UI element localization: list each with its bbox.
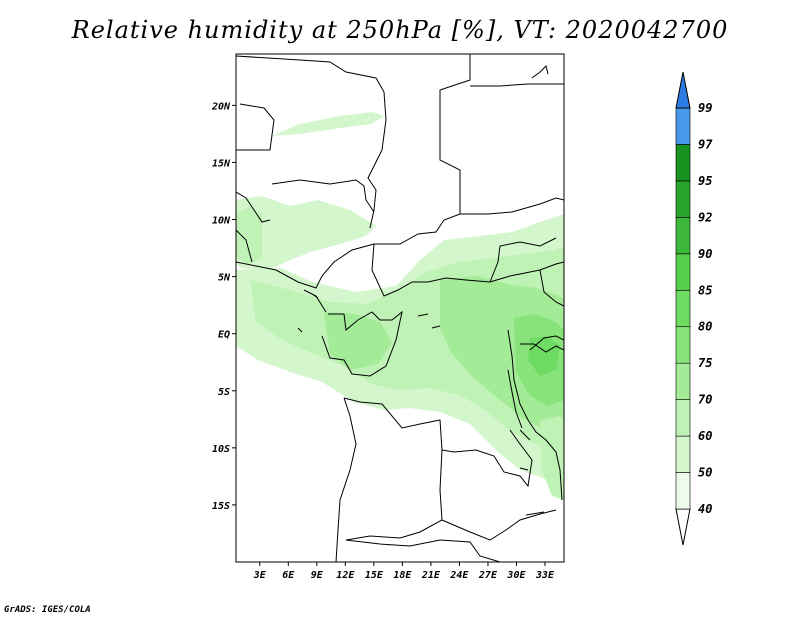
border-lines-lakes-small bbox=[417, 313, 545, 516]
colorbar-label: 80 bbox=[698, 320, 712, 334]
colorbar-box bbox=[675, 217, 691, 255]
lon-tick-label: 15E bbox=[365, 570, 384, 581]
colorbar-label: 75 bbox=[698, 356, 712, 370]
border-lines-zambia bbox=[441, 509, 557, 541]
colorbar-label: 70 bbox=[698, 393, 712, 407]
lat-tick-label: 20N bbox=[211, 101, 231, 112]
border-lines-chad-sudan bbox=[374, 54, 471, 245]
lat-tick-label: 15N bbox=[212, 158, 231, 169]
lon-tick-label: 30E bbox=[506, 570, 526, 581]
border-lines-drc-south bbox=[343, 397, 533, 488]
colorbar-label: 92 bbox=[698, 210, 712, 224]
colorbar-label: 99 bbox=[698, 101, 712, 115]
lon-tick-label: 9E bbox=[311, 570, 324, 581]
colorbar-label: 85 bbox=[698, 283, 712, 297]
country-borders bbox=[236, 54, 564, 562]
lat-tick-label: 10S bbox=[212, 444, 230, 455]
lat-tick-label: 5N bbox=[218, 273, 231, 284]
border-lines-north bbox=[236, 55, 387, 229]
map-frame bbox=[235, 53, 565, 563]
border-lines-sudan-east bbox=[460, 197, 564, 215]
lon-tick-label: 21E bbox=[421, 570, 441, 581]
lat-tick-label: 15S bbox=[212, 501, 230, 512]
border-lines-tanganyika bbox=[507, 369, 523, 429]
border-lines-uganda-kenya bbox=[539, 269, 564, 307]
colorbar-under-triangle bbox=[675, 508, 691, 546]
colorbar-label: 90 bbox=[698, 247, 712, 261]
border-lines-niger-nigeria bbox=[271, 179, 375, 213]
border-lines-namibia bbox=[345, 539, 501, 562]
border-lines-small-1 bbox=[236, 191, 271, 223]
colorbar: 40 50 60 70 75 80 85 90 92 95 97 99 bbox=[675, 71, 713, 546]
border-lines-rwanda-burundi bbox=[520, 343, 564, 353]
lat-tick-label: 10N bbox=[212, 216, 231, 227]
lon-tick-label: 27E bbox=[478, 570, 498, 581]
colorbar-box bbox=[675, 180, 691, 218]
border-lines-west-coast bbox=[236, 243, 375, 289]
colorbar-label: 40 bbox=[698, 502, 712, 516]
colorbar-box bbox=[675, 472, 691, 510]
lon-tick-label: 3E bbox=[253, 570, 267, 581]
border-lines-angola-zambia bbox=[345, 449, 443, 541]
lon-tick-label: 24E bbox=[449, 570, 469, 581]
longitude-axis: 3E 6E 9E 12E 15E 18E 21E 24E 27E 30E 33E bbox=[253, 562, 555, 581]
border-lines-great-lakes bbox=[507, 329, 563, 501]
colorbar-label: 97 bbox=[698, 137, 713, 151]
border-lines-angola bbox=[335, 397, 357, 562]
lon-tick-label: 6E bbox=[282, 570, 295, 581]
colorbar-box bbox=[675, 326, 691, 364]
rh-shading-north-band bbox=[272, 112, 384, 136]
border-lines-ssudan bbox=[489, 237, 557, 283]
lon-tick-label: 12E bbox=[336, 570, 355, 581]
lon-tick-label: 33E bbox=[535, 570, 555, 581]
lat-tick-label: EQ bbox=[218, 330, 230, 341]
border-lines-small-2 bbox=[236, 229, 253, 263]
colorbar-box bbox=[675, 144, 691, 182]
colorbar-box bbox=[675, 362, 691, 400]
humidity-shading bbox=[236, 112, 564, 500]
colorbar-label: 95 bbox=[698, 174, 712, 188]
border-lines-lake-victoria bbox=[529, 335, 564, 351]
colorbar-box bbox=[675, 289, 691, 328]
colorbar-over-triangle bbox=[675, 71, 691, 109]
colorbar-box bbox=[675, 399, 691, 437]
rh-shading-coast-west bbox=[236, 206, 262, 264]
colorbar-box bbox=[675, 253, 691, 291]
rh-shading-basin-moist bbox=[324, 312, 392, 370]
colorbar-box bbox=[675, 435, 691, 473]
rh-shading-west-africa bbox=[236, 196, 376, 270]
colorbar-label: 50 bbox=[698, 466, 712, 480]
rh-shading-rift-peak bbox=[528, 336, 560, 376]
border-lines-egypt bbox=[470, 83, 564, 87]
border-lines-coast-inner bbox=[303, 289, 327, 313]
colorbar-box bbox=[675, 107, 691, 145]
border-lines-sinai bbox=[531, 65, 549, 79]
latitude-axis: 20N 15N 10N 5N EQ 5S 10S 15S bbox=[211, 101, 236, 512]
grads-credit: GrADS: IGES/COLA bbox=[4, 605, 91, 615]
border-lines-congo bbox=[321, 310, 403, 377]
border-lines-gulf-islands bbox=[297, 293, 319, 333]
rh-shading-east-flank bbox=[540, 416, 564, 500]
border-lines-mali bbox=[236, 103, 275, 151]
colorbar-label: 60 bbox=[698, 429, 712, 443]
plot-title: Relative humidity at 250hPa [%], VT: 202… bbox=[71, 16, 729, 44]
lat-tick-label: 5S bbox=[218, 387, 230, 398]
lon-tick-label: 18E bbox=[393, 570, 412, 581]
